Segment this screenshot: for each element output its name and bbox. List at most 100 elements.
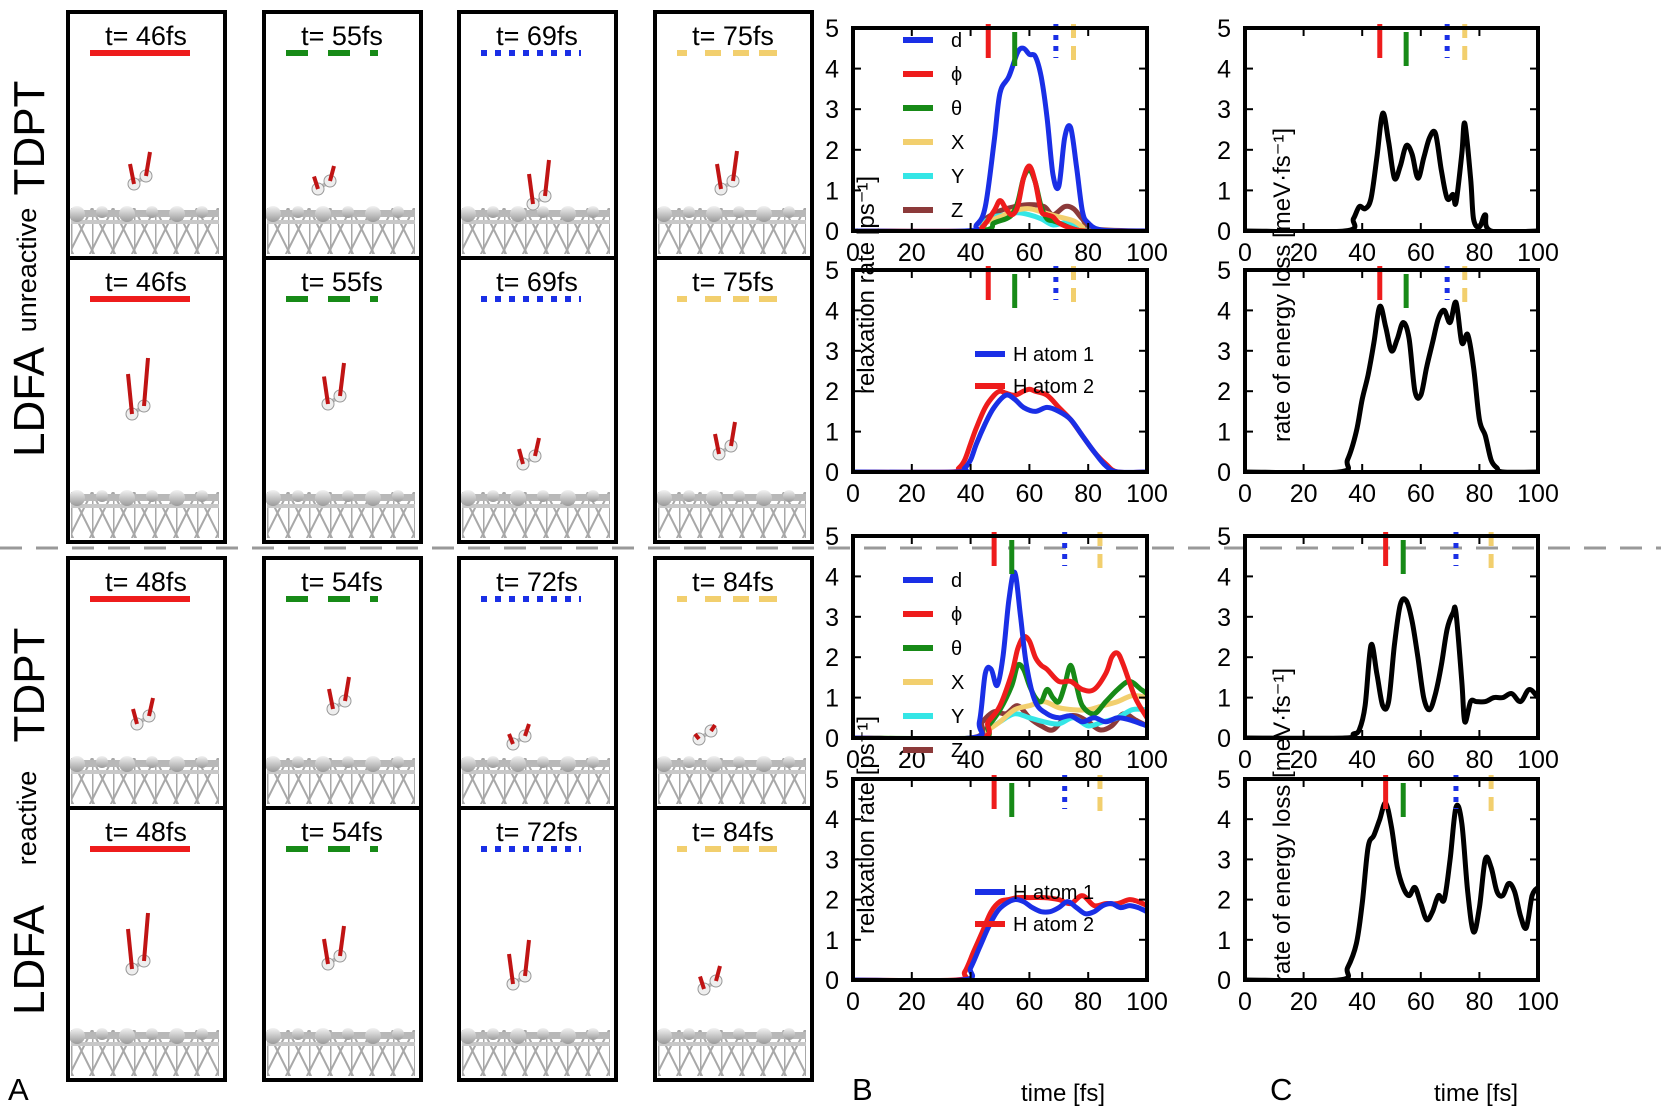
- h2-molecule: [712, 421, 738, 461]
- force-arrow: [147, 697, 155, 717]
- snapshot-time-label: t= 48fs: [105, 817, 187, 847]
- pt-surface-lattice: [460, 756, 610, 804]
- pt-surface-lattice: [656, 490, 806, 538]
- ylabel-relaxation-reactive: relaxation rate [ps⁻¹]: [853, 716, 880, 934]
- snapshot-unreactive-0-0: t= 46fs: [66, 10, 227, 260]
- ytick-label: 2: [825, 644, 839, 672]
- ytick-label: 1: [1217, 177, 1231, 205]
- row-label-unreactive: unreactive: [12, 208, 42, 333]
- snapshot-reactive-2-0: t= 48fs: [66, 556, 227, 810]
- xtick-label: 20: [1290, 239, 1318, 267]
- xtick-label: 40: [1348, 239, 1376, 267]
- ytick-label: 5: [825, 766, 839, 794]
- force-arrow: [715, 163, 723, 190]
- xtick-label: 80: [1465, 988, 1493, 1016]
- snapshot-frame: [653, 256, 814, 544]
- xtick-label: 20: [898, 480, 926, 508]
- h2-molecule: [714, 150, 740, 196]
- force-arrow: [517, 448, 525, 465]
- axis-labels: relaxation rate [ps⁻¹] relaxation rate […: [853, 128, 1518, 1107]
- row-label-ldfa-unreactive: LDFA: [5, 346, 54, 457]
- pt-surface-lattice: [656, 756, 806, 804]
- force-arrow: [343, 676, 351, 702]
- force-arrow: [698, 975, 706, 990]
- series-ϕ: [853, 163, 1147, 231]
- xtick-label: 100: [1517, 239, 1559, 267]
- force-arrow: [693, 732, 701, 741]
- pt-surface-lattice: [265, 756, 415, 804]
- force-arrow: [731, 150, 739, 182]
- ytick-label: 1: [825, 419, 839, 447]
- snapshot-time-label: t= 72fs: [496, 567, 578, 597]
- snapshot-reactive-3-0: t= 48fs: [66, 806, 227, 1082]
- plot-frame: [1243, 534, 1540, 740]
- xtick-label: 0: [846, 480, 860, 508]
- series-d: [853, 569, 1147, 738]
- chart-B_unreactive_LDFA: 0 1 2 3 4 5 0 20 40 60 80 100: [825, 257, 1168, 508]
- h2-molecule: [516, 437, 542, 471]
- snapshot-frame: [66, 806, 227, 1082]
- legend-label-phi: ϕ: [951, 64, 962, 86]
- force-arrow: [533, 437, 541, 457]
- force-arrow: [142, 357, 150, 407]
- legend-label-phi: ϕ: [951, 604, 962, 626]
- snapshot-unreactive-1-0: t= 46fs: [66, 256, 227, 544]
- xtick-label: 80: [1465, 746, 1493, 774]
- force-arrow: [322, 938, 330, 965]
- ytick-label: 4: [1217, 297, 1231, 325]
- xtick-label: 60: [1407, 239, 1435, 267]
- xtick-label: 0: [1238, 746, 1252, 774]
- snapshot-unreactive-1-2: t= 69fs: [457, 256, 618, 544]
- chart-C_reactive_TDPT: 0 1 2 3 4 5 0 20 40 60 80 100: [1217, 523, 1559, 774]
- plot-frame: [851, 268, 1149, 474]
- pt-surface-lattice: [460, 1028, 610, 1076]
- xtick-label: 0: [846, 239, 860, 267]
- ytick-label: 4: [1217, 806, 1231, 834]
- ytick-label: 4: [1217, 563, 1231, 591]
- ytick-label: 4: [1217, 56, 1231, 84]
- xtick-label: 20: [1290, 988, 1318, 1016]
- ytick-label: 1: [825, 927, 839, 955]
- xtick-label: 0: [846, 746, 860, 774]
- ytick-label: 1: [1217, 419, 1231, 447]
- row-label-ldfa-reactive: LDFA: [5, 904, 54, 1015]
- row-label-reactive: reactive: [12, 771, 42, 866]
- row-label-tdpt-unreactive: TDPT: [5, 81, 54, 196]
- pt-surface-lattice: [69, 756, 219, 804]
- ytick-label: 4: [825, 563, 839, 591]
- snapshot-reactive-3-3: t= 84fs: [653, 806, 814, 1082]
- force-arrow: [338, 362, 346, 397]
- pt-surface-lattice: [460, 206, 610, 254]
- legend-label-h2: H atom 2: [1013, 376, 1094, 398]
- snapshot-time-label: t= 55fs: [301, 21, 383, 51]
- ytick-label: 1: [825, 177, 839, 205]
- snapshot-frame: [653, 806, 814, 1082]
- snapshot-time-label: t= 48fs: [105, 567, 187, 597]
- snapshot-unreactive-0-1: t= 55fs: [262, 10, 423, 260]
- force-arrow: [144, 151, 152, 177]
- chart-C_reactive_LDFA: 0 1 2 3 4 5 0 20 40 60 80 100: [1217, 766, 1559, 1016]
- pt-surface-lattice: [265, 490, 415, 538]
- pt-surface-lattice: [265, 1028, 415, 1076]
- chart-C_unreactive_LDFA: 0 1 2 3 4 5 0 20 40 60 80 100: [1217, 257, 1559, 508]
- legend-label-d: d: [951, 570, 962, 592]
- h2-molecule: [326, 676, 352, 716]
- force-arrow: [142, 912, 150, 962]
- snapshot-time-label: t= 46fs: [105, 21, 187, 51]
- snapshot-panels: t= 46fs t= 55fs t= 69fs t= 75fs t= 46fs t= 55…: [66, 10, 814, 1082]
- ytick-label: 4: [825, 297, 839, 325]
- force-arrow: [543, 159, 551, 197]
- snapshot-reactive-2-1: t= 54fs: [262, 556, 423, 810]
- series-energy: [1245, 299, 1538, 472]
- xtick-label: 100: [1126, 480, 1168, 508]
- ytick-label: 0: [825, 459, 839, 487]
- snapshot-time-label: t= 54fs: [301, 817, 383, 847]
- xtick-label: 40: [957, 746, 985, 774]
- force-arrow: [523, 723, 531, 737]
- pt-surface-lattice: [656, 206, 806, 254]
- xtick-label: 100: [1126, 746, 1168, 774]
- ytick-label: 1: [1217, 685, 1231, 713]
